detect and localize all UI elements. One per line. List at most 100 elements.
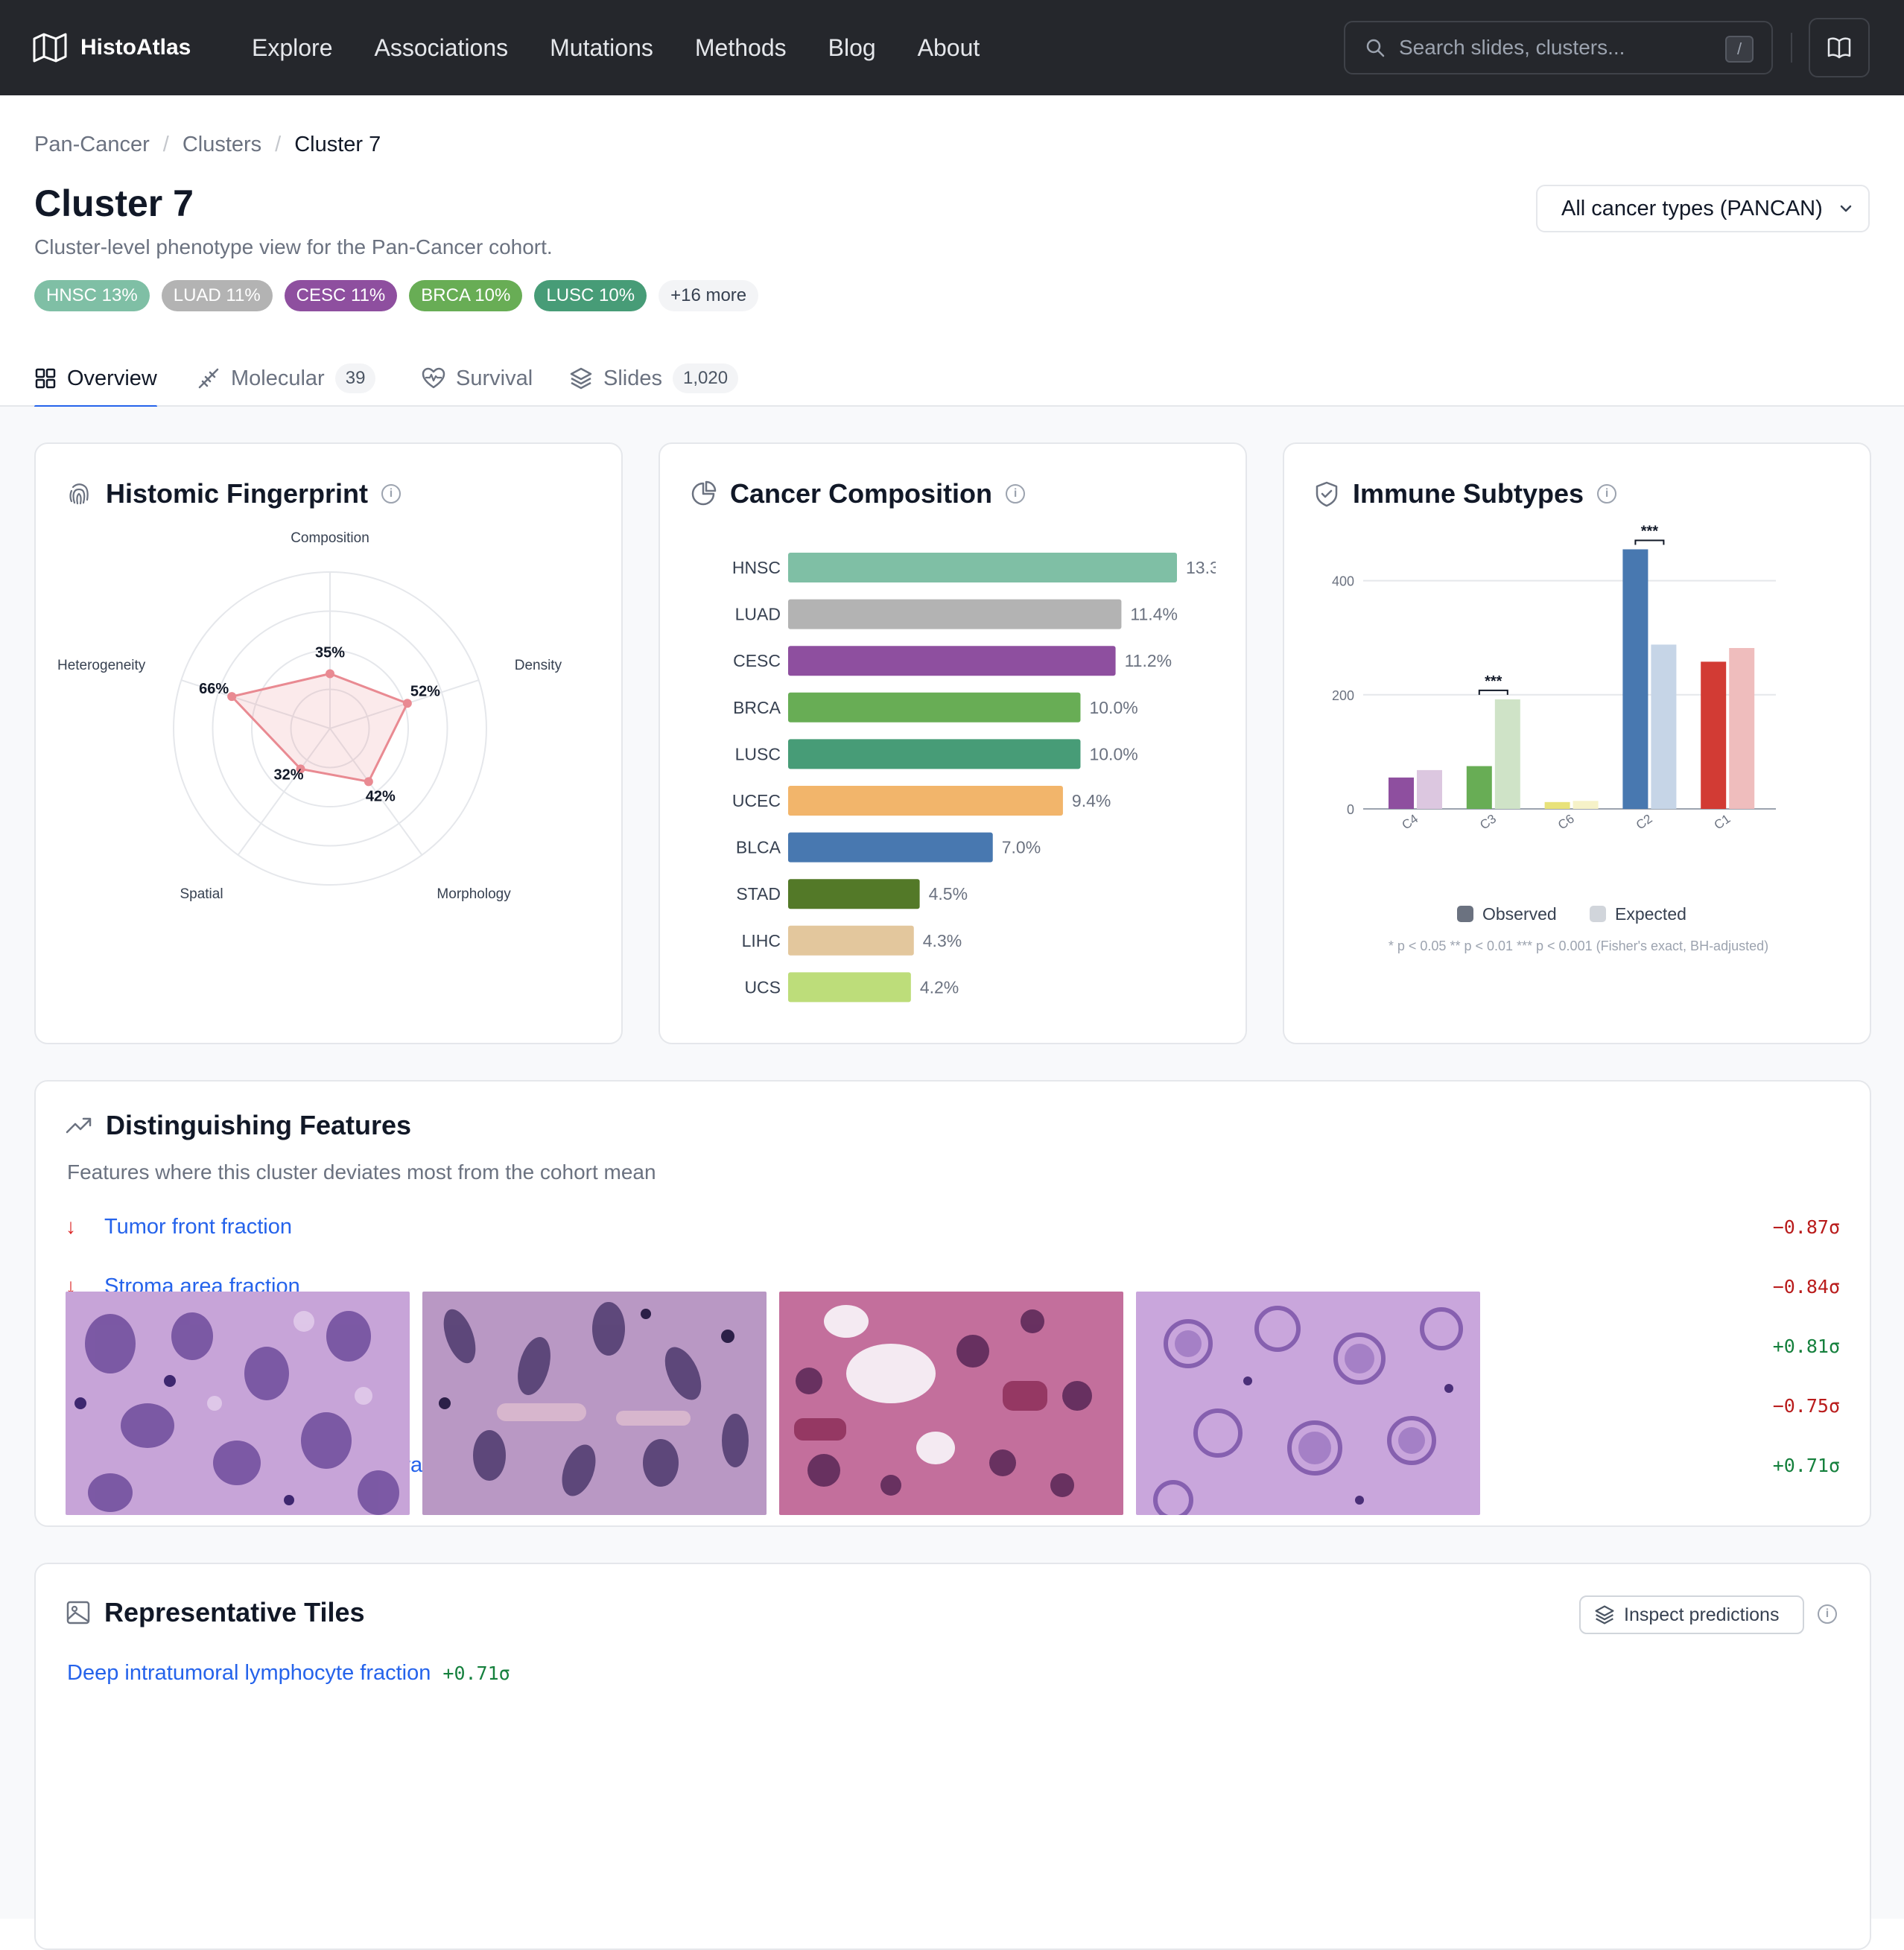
breadcrumb-clusters[interactable]: Clusters — [182, 133, 262, 156]
cohort-select[interactable]: All cancer types (PANCAN) — [1536, 185, 1870, 232]
shield-icon — [1316, 481, 1338, 507]
info-icon[interactable]: i — [1597, 484, 1617, 504]
tab-label: Overview — [67, 366, 157, 390]
tab-label: Molecular — [231, 366, 325, 390]
card-title: Immune Subtypes — [1353, 478, 1584, 509]
radar-value-label: 52% — [410, 683, 440, 699]
composition-bar-value: 11.2% — [1125, 651, 1172, 670]
docs-button[interactable] — [1809, 18, 1870, 77]
expected-bar — [1573, 801, 1599, 809]
info-icon[interactable]: i — [1006, 484, 1026, 504]
fingerprint-card: Histomic Fingerprint i Composition Densit… — [34, 442, 623, 1044]
legend-swatch-observed — [1457, 906, 1473, 922]
tissue-tile[interactable] — [1136, 1292, 1480, 1515]
search-box[interactable]: / — [1344, 21, 1773, 74]
radar-axis-line — [180, 679, 331, 729]
card-title: Distinguishing Features — [106, 1110, 412, 1140]
cohort-select-value: All cancer types (PANCAN) — [1561, 196, 1823, 220]
info-icon[interactable]: i — [1818, 1604, 1837, 1624]
book-icon — [1827, 37, 1851, 59]
nav-blog[interactable]: Blog — [828, 34, 876, 61]
tissue-image — [1136, 1292, 1480, 1515]
radar-axis-label: Spatial — [180, 886, 223, 902]
cancer-chip[interactable]: HNSC 13% — [34, 280, 150, 311]
search-input[interactable] — [1399, 36, 1719, 60]
composition-bar-value: 10.0% — [1089, 744, 1137, 763]
tab-overview[interactable]: Overview — [34, 350, 157, 408]
composition-bar — [788, 553, 1177, 582]
card-header: Immune Subtypes i — [1314, 478, 1617, 509]
radar-axis-line — [237, 728, 331, 856]
tissue-tile[interactable] — [422, 1292, 767, 1515]
composition-bar-label: BRCA — [733, 698, 781, 717]
tissue-image — [422, 1292, 767, 1515]
radar-point — [326, 669, 334, 679]
cancer-chip[interactable]: LUAD 11% — [161, 280, 273, 311]
fingerprint-icon — [69, 483, 89, 505]
tab-count: 39 — [334, 363, 376, 393]
app-name: HistoAtlas — [80, 35, 191, 60]
tab-molecular[interactable]: Molecular 39 — [197, 350, 376, 407]
nav-associations[interactable]: Associations — [374, 34, 509, 61]
map-icon — [33, 33, 67, 63]
tab-survival[interactable]: Survival — [422, 350, 533, 407]
tab-slides[interactable]: Slides 1,020 — [569, 350, 739, 407]
significance-label: *** — [1641, 523, 1659, 539]
observed-bar — [1389, 777, 1414, 809]
radar-axis-label: Morphology — [437, 886, 511, 902]
layers-icon — [570, 367, 592, 390]
trending-up-icon — [66, 1117, 92, 1134]
composition-bar-value: 4.5% — [929, 884, 968, 903]
y-tick-label: 400 — [1332, 574, 1354, 589]
nav-methods[interactable]: Methods — [694, 34, 787, 61]
composition-bar — [788, 832, 993, 863]
info-icon[interactable]: i — [381, 484, 402, 504]
nav-explore[interactable]: Explore — [252, 34, 333, 61]
inspect-predictions-button[interactable]: Inspect predictions — [1579, 1595, 1804, 1634]
feature-value: −0.87σ — [1772, 1216, 1840, 1238]
brand[interactable]: HistoAtlas — [33, 0, 191, 95]
observed-bar — [1701, 661, 1727, 809]
composition-bar — [788, 972, 911, 1003]
composition-bar — [788, 692, 1081, 722]
feature-row[interactable]: ↓ Tumor front fraction −0.87σ — [66, 1208, 1840, 1245]
composition-bar-label: BLCA — [736, 838, 781, 857]
legend-label: Expected — [1615, 904, 1686, 924]
tile-feature-header: Deep intratumoral lymphocyte fraction +0… — [67, 1661, 510, 1686]
radar-axis-label: Density — [515, 658, 562, 673]
x-tick-label: C4 — [1399, 811, 1421, 832]
tissue-tile[interactable] — [66, 1292, 410, 1515]
composition-bar-label: LUSC — [735, 744, 781, 763]
card-header: Cancer Composition i — [690, 478, 1026, 509]
tissue-image — [779, 1292, 1123, 1515]
pie-chart-icon — [691, 480, 717, 506]
composition-bar-label: LUAD — [735, 605, 781, 624]
breadcrumb-separator: / — [275, 133, 282, 156]
tab-bar: Overview Molecular 39 Survival Slides 1,… — [0, 350, 1904, 408]
composition-bar-label: LIHC — [742, 931, 781, 950]
breadcrumb-pan-cancer[interactable]: Pan-Cancer — [34, 133, 150, 156]
composition-clip: HNSC 13.3% LUAD 11.4% CESC 11.2% BRCA 10.0% LUSC… — [660, 444, 1216, 1046]
radar-value-label: 35% — [315, 645, 345, 661]
nav-about[interactable]: About — [917, 34, 980, 61]
y-tick-label: 200 — [1332, 688, 1354, 703]
heart-pulse-icon — [422, 367, 445, 389]
radar-point — [364, 777, 373, 787]
composition-bar-label: CESC — [733, 651, 781, 670]
nav-mutations[interactable]: Mutations — [550, 34, 653, 61]
cancer-chip[interactable]: CESC 11% — [284, 280, 398, 311]
feature-name-link[interactable]: Tumor front fraction — [104, 1214, 292, 1239]
composition-bar-label: UCS — [744, 977, 781, 997]
page-title: Cluster 7 — [34, 182, 194, 224]
y-tick-label: 0 — [1347, 802, 1354, 817]
cancer-chip[interactable]: LUSC 10% — [534, 280, 647, 311]
tissue-tile[interactable] — [779, 1292, 1123, 1515]
more-chips-button[interactable]: +16 more — [659, 280, 759, 311]
composition-bar-value: 7.0% — [1002, 838, 1041, 857]
radar-value-label: 32% — [273, 766, 303, 783]
composition-bar-label: UCEC — [732, 791, 781, 810]
tile-feature-link[interactable]: Deep intratumoral lymphocyte fraction — [67, 1661, 431, 1685]
layers-icon — [1595, 1605, 1614, 1625]
composition-bar-value: 10.0% — [1089, 698, 1137, 717]
cancer-chip[interactable]: BRCA 10% — [409, 280, 523, 311]
